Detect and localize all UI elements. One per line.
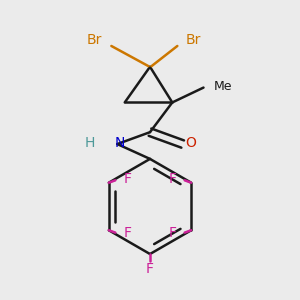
Text: H: H	[85, 136, 95, 150]
Text: O: O	[186, 136, 196, 151]
Text: Br: Br	[87, 33, 102, 47]
Text: F: F	[146, 262, 154, 277]
Text: N: N	[115, 136, 125, 151]
Text: F: F	[124, 226, 132, 240]
Text: F: F	[168, 172, 176, 186]
Text: Br: Br	[186, 33, 201, 47]
Text: Me: Me	[214, 80, 232, 93]
Text: F: F	[124, 172, 132, 186]
Text: F: F	[168, 226, 176, 240]
